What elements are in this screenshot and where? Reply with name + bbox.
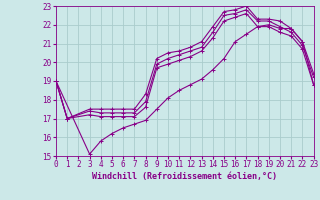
X-axis label: Windchill (Refroidissement éolien,°C): Windchill (Refroidissement éolien,°C) xyxy=(92,172,277,181)
